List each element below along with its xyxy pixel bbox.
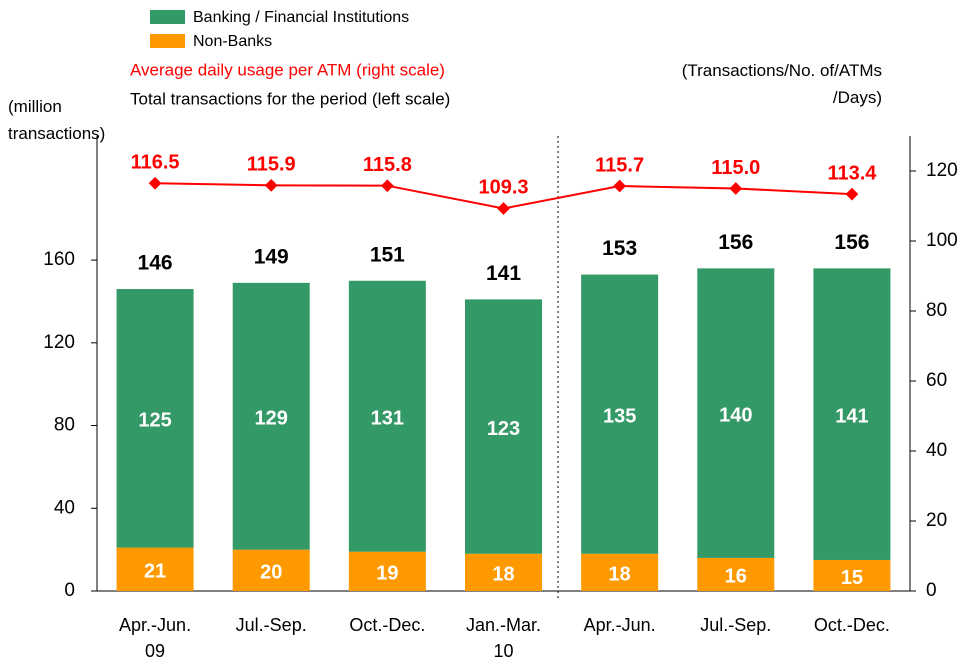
x-tick-label: Apr.-Jun. bbox=[583, 615, 656, 635]
total-label: 151 bbox=[370, 243, 405, 266]
bar-label: 131 bbox=[371, 408, 404, 430]
legend-swatch bbox=[150, 34, 185, 48]
line-label: 115.9 bbox=[247, 154, 296, 176]
y-tick-label: 80 bbox=[54, 415, 75, 436]
line-marker bbox=[497, 202, 510, 215]
total-label: 146 bbox=[138, 252, 173, 275]
bar-segment bbox=[116, 547, 194, 591]
line-label: 116.5 bbox=[131, 152, 180, 174]
bar-label: 141 bbox=[835, 405, 868, 427]
legend-swatch bbox=[150, 10, 185, 24]
bar-segment bbox=[348, 551, 426, 591]
bar-label: 15 bbox=[841, 567, 863, 589]
line-marker bbox=[613, 179, 627, 193]
y-tick-label: 0 bbox=[64, 580, 75, 601]
bar-segment bbox=[813, 268, 891, 560]
y2-tick-label: 0 bbox=[926, 580, 937, 601]
total-label: 149 bbox=[254, 245, 289, 268]
bar-label: 19 bbox=[376, 563, 398, 585]
bar-label: 16 bbox=[725, 566, 747, 588]
legend-line: Total transactions for the period (left … bbox=[130, 89, 450, 108]
bar-segment bbox=[232, 282, 310, 550]
bar-segment bbox=[813, 559, 891, 591]
legend-label: Banking / Financial Institutions bbox=[193, 9, 409, 26]
bar-label: 123 bbox=[487, 418, 520, 440]
bar-label: 21 bbox=[144, 561, 166, 583]
y-tick-label: 120 bbox=[43, 332, 75, 353]
line-marker bbox=[148, 176, 162, 190]
bar-label: 20 bbox=[260, 562, 282, 584]
total-label: 156 bbox=[718, 231, 753, 254]
bar-segment bbox=[348, 280, 426, 552]
y2-tick-label: 80 bbox=[926, 300, 947, 321]
y2-tick-label: 100 bbox=[926, 230, 958, 251]
bar-segment bbox=[116, 289, 194, 548]
line-label: 115.0 bbox=[711, 157, 760, 179]
bar-segment bbox=[465, 299, 542, 554]
bar-segment bbox=[581, 553, 659, 591]
bar-label: 18 bbox=[492, 564, 514, 586]
legend-line: Average daily usage per ATM (right scale… bbox=[130, 60, 445, 79]
total-label: 156 bbox=[834, 231, 869, 254]
y-tick-label: 160 bbox=[43, 249, 75, 270]
bar-label: 135 bbox=[603, 405, 636, 427]
y2-tick-label: 120 bbox=[926, 160, 958, 181]
x-tick-label: Apr.-Jun. 09 bbox=[119, 615, 192, 661]
bar-segment bbox=[581, 274, 659, 554]
y-tick-label: 40 bbox=[54, 497, 75, 518]
x-tick-label: Oct.-Dec. bbox=[349, 615, 426, 635]
bar-label: 140 bbox=[719, 404, 752, 426]
line-marker bbox=[264, 178, 278, 192]
bar-label: 129 bbox=[255, 408, 288, 430]
line-marker bbox=[845, 187, 859, 201]
y-axis-label: (million transactions) bbox=[8, 97, 106, 143]
x-tick-label: Jul.-Sep. bbox=[700, 615, 772, 635]
bar-segment bbox=[697, 557, 775, 591]
y2-axis-label: (Transactions/No. of/ATMs /Days) bbox=[681, 61, 882, 107]
bar-label: 18 bbox=[609, 564, 631, 586]
y2-tick-label: 60 bbox=[926, 370, 947, 391]
legend-label: Non-Banks bbox=[193, 33, 272, 50]
x-tick-label: Oct.-Dec. bbox=[813, 615, 890, 635]
y2-tick-label: 20 bbox=[926, 510, 947, 531]
line-label: 115.7 bbox=[595, 154, 644, 176]
total-label: 141 bbox=[486, 262, 521, 285]
line-label: 113.4 bbox=[827, 162, 877, 184]
bar-segment bbox=[232, 549, 310, 591]
bar-segment bbox=[697, 268, 775, 558]
line-marker bbox=[729, 182, 743, 195]
total-label: 153 bbox=[602, 237, 637, 260]
line-label: 115.8 bbox=[363, 154, 412, 176]
line-label: 109.3 bbox=[478, 177, 528, 199]
bar-label: 125 bbox=[138, 410, 171, 432]
x-tick-label: Jul.-Sep. bbox=[235, 615, 307, 635]
bar-segment bbox=[465, 553, 542, 591]
y2-tick-label: 40 bbox=[926, 440, 947, 461]
x-tick-label: Jan.-Mar. 10 bbox=[465, 615, 542, 661]
line-marker bbox=[380, 179, 394, 193]
